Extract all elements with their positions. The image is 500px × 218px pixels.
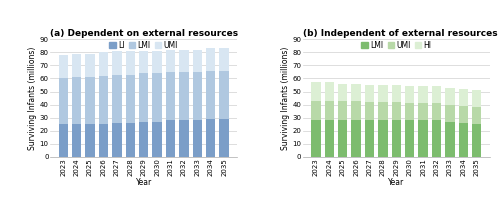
Bar	[206, 71, 216, 119]
Bar	[166, 50, 175, 72]
Bar	[126, 75, 135, 123]
Bar	[458, 123, 468, 157]
Text: (a) Dependent on external resources: (a) Dependent on external resources	[50, 29, 238, 38]
Bar	[179, 72, 188, 120]
Bar	[432, 120, 442, 157]
Bar	[312, 82, 320, 101]
Bar	[405, 103, 414, 120]
Bar	[112, 51, 122, 75]
Bar	[352, 84, 361, 101]
Bar	[206, 119, 216, 157]
Bar	[152, 73, 162, 122]
Bar	[324, 101, 334, 120]
Bar	[139, 51, 148, 73]
Bar	[58, 55, 68, 78]
Bar	[220, 119, 228, 157]
Bar	[418, 103, 428, 120]
Bar	[86, 54, 94, 77]
Bar	[458, 106, 468, 123]
Bar	[352, 101, 361, 120]
Bar	[72, 54, 82, 77]
Bar	[338, 84, 347, 101]
Bar	[458, 89, 468, 106]
Bar	[405, 120, 414, 157]
Bar	[378, 85, 388, 102]
Bar	[192, 120, 202, 157]
Bar	[446, 122, 454, 157]
Bar	[220, 71, 228, 119]
Bar	[192, 50, 202, 72]
Bar	[472, 90, 482, 107]
Bar	[112, 123, 122, 157]
Bar	[126, 123, 135, 157]
Bar	[86, 124, 94, 157]
Bar	[446, 105, 454, 122]
Bar	[378, 102, 388, 120]
Bar	[472, 124, 482, 157]
Bar	[98, 124, 108, 157]
Bar	[220, 48, 228, 71]
Bar	[58, 78, 68, 124]
Y-axis label: Surviving Infants (millions): Surviving Infants (millions)	[280, 46, 289, 150]
Bar	[72, 124, 82, 157]
Bar	[352, 120, 361, 157]
Bar	[139, 73, 148, 122]
Bar	[206, 48, 216, 71]
Bar	[432, 86, 442, 103]
X-axis label: Year: Year	[388, 178, 404, 187]
Bar	[139, 122, 148, 157]
Legend: LI, LMI, UMI: LI, LMI, UMI	[110, 41, 178, 50]
Bar	[472, 107, 482, 124]
Bar	[112, 75, 122, 123]
Bar	[152, 51, 162, 73]
Bar	[405, 86, 414, 103]
Bar	[72, 77, 82, 124]
Bar	[166, 120, 175, 157]
Bar	[446, 88, 454, 105]
Legend: LMI, UMI, HI: LMI, UMI, HI	[362, 41, 432, 50]
Bar	[312, 120, 320, 157]
Bar	[392, 85, 401, 102]
Bar	[378, 120, 388, 157]
Bar	[338, 101, 347, 120]
X-axis label: Year: Year	[136, 178, 152, 187]
Bar	[179, 50, 188, 72]
Bar	[324, 82, 334, 101]
Bar	[432, 103, 442, 120]
Bar	[365, 120, 374, 157]
Bar	[418, 120, 428, 157]
Bar	[365, 102, 374, 120]
Text: (b) Independent of external resources: (b) Independent of external resources	[303, 29, 498, 38]
Bar	[324, 120, 334, 157]
Bar	[86, 77, 94, 124]
Bar	[312, 101, 320, 120]
Bar	[192, 72, 202, 120]
Bar	[58, 124, 68, 157]
Bar	[338, 120, 347, 157]
Y-axis label: Surviving Infants (millions): Surviving Infants (millions)	[28, 46, 37, 150]
Bar	[365, 85, 374, 102]
Bar	[126, 51, 135, 75]
Bar	[179, 120, 188, 157]
Bar	[418, 86, 428, 103]
Bar	[392, 120, 401, 157]
Bar	[166, 72, 175, 120]
Bar	[392, 102, 401, 120]
Bar	[152, 122, 162, 157]
Bar	[98, 76, 108, 124]
Bar	[98, 52, 108, 76]
